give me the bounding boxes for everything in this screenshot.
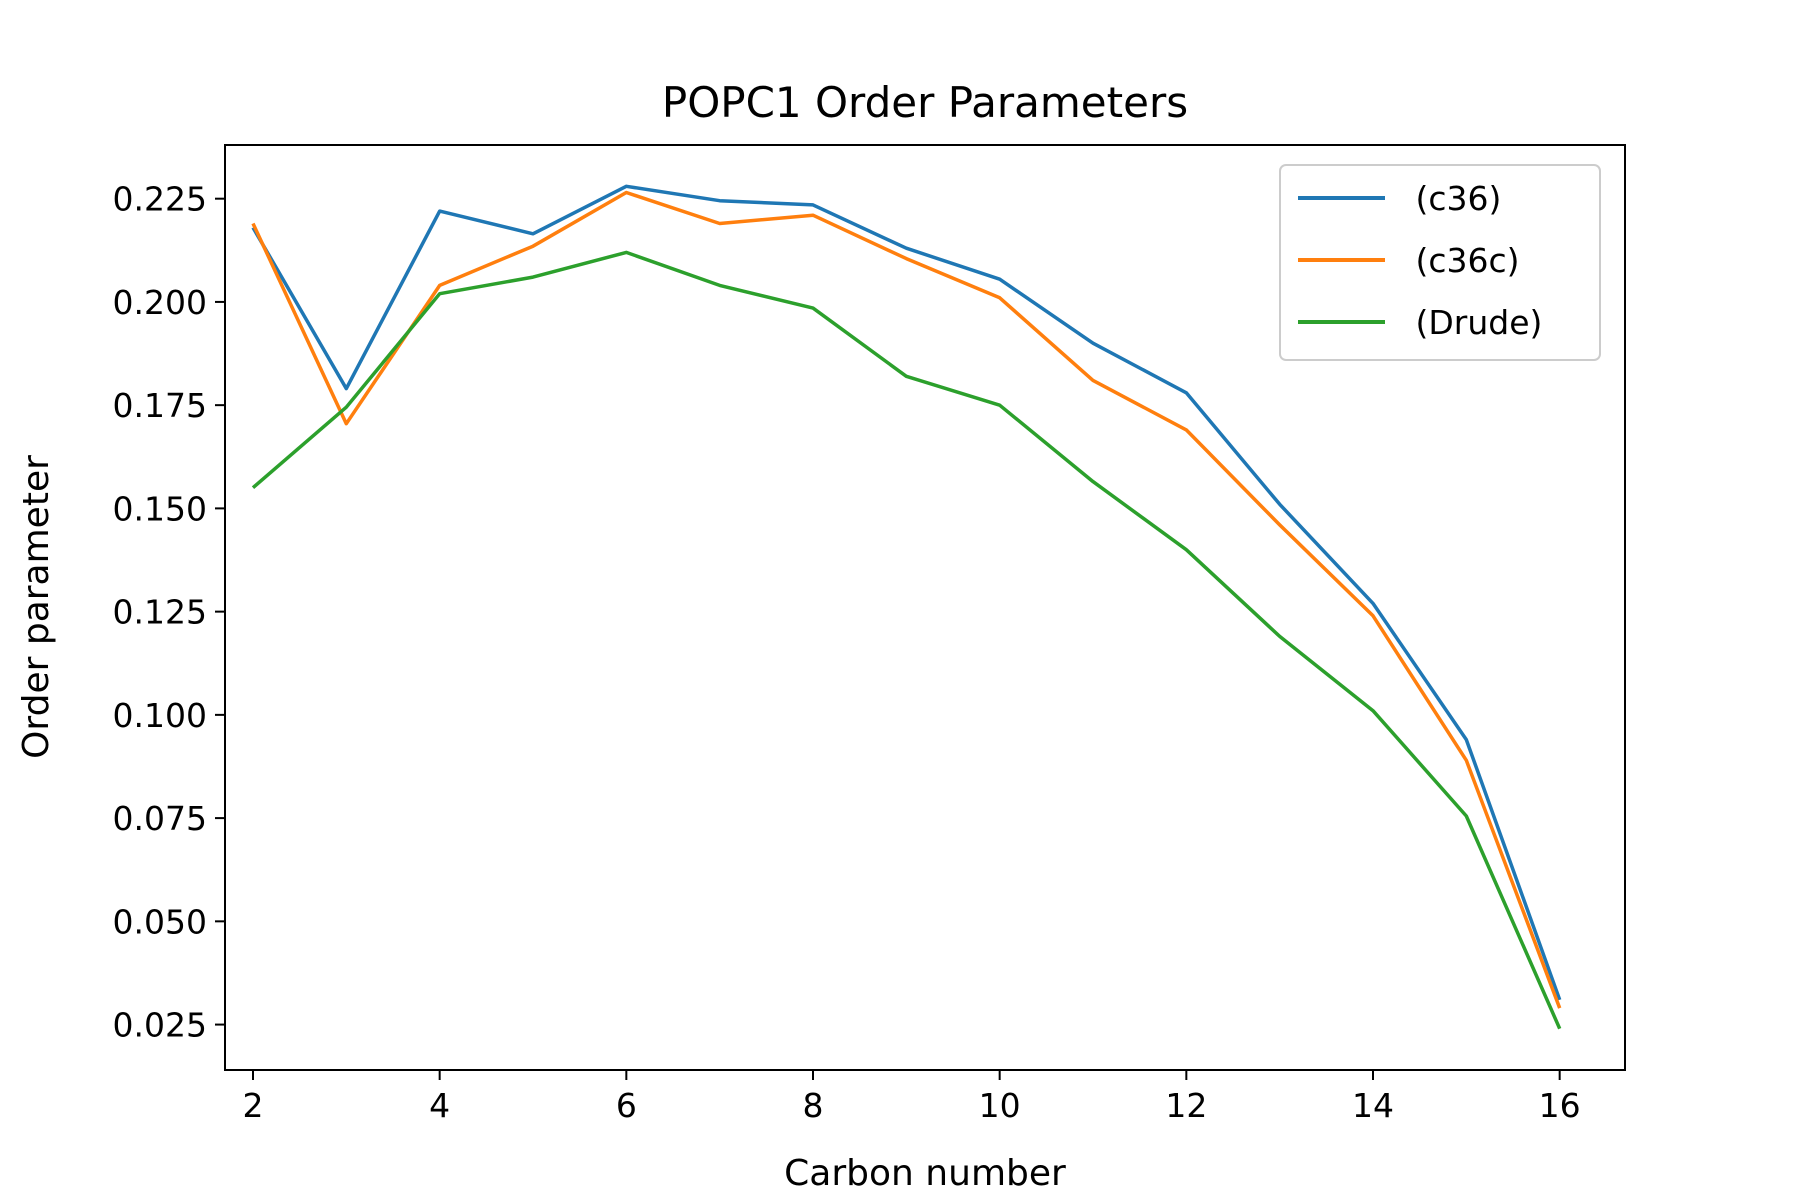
y-tick-label: 0.200 xyxy=(113,283,207,322)
y-tick-label: 0.025 xyxy=(113,1006,207,1045)
y-tick-label: 0.125 xyxy=(113,593,207,632)
legend-label-0: (c36) xyxy=(1405,179,1501,218)
x-tick-label: 8 xyxy=(803,1086,824,1125)
y-tick-label: 0.175 xyxy=(113,386,207,425)
y-tick-label: 0.050 xyxy=(113,902,207,941)
y-tick-label: 0.150 xyxy=(113,489,207,528)
x-tick-label: 2 xyxy=(243,1086,264,1125)
y-axis-label: Order parameter xyxy=(16,455,57,759)
chart-title: POPC1 Order Parameters xyxy=(662,78,1188,127)
x-axis-ticks: 2 4 6 8 10 12 14 16 xyxy=(243,1070,1581,1125)
x-axis-label: Carbon number xyxy=(784,1153,1066,1194)
series-line-1 xyxy=(251,190,1562,1009)
y-tick-label: 0.225 xyxy=(113,180,207,219)
x-tick-label: 16 xyxy=(1539,1086,1581,1125)
legend-box xyxy=(1279,164,1601,361)
x-tick-label: 12 xyxy=(1165,1086,1207,1125)
x-tick-label: 14 xyxy=(1352,1086,1394,1125)
x-tick-label: 4 xyxy=(429,1086,450,1125)
y-tick-label: 0.100 xyxy=(113,696,207,735)
legend: (c36) (c36c) (Drude) xyxy=(1279,164,1601,361)
y-axis-ticks: 0.025 0.050 0.075 0.100 0.125 0.150 0.175 0.200… xyxy=(113,180,225,1045)
legend-label-2: (Drude) xyxy=(1405,303,1542,342)
series-line-0 xyxy=(251,184,1562,1001)
plot-area-frame xyxy=(224,144,1626,1071)
y-tick-label: 0.075 xyxy=(113,799,207,838)
x-tick-label: 10 xyxy=(979,1086,1021,1125)
legend-label-1: (c36c) xyxy=(1405,241,1520,280)
x-tick-label: 6 xyxy=(616,1086,637,1125)
series-line-2 xyxy=(251,250,1562,1030)
series-lines xyxy=(251,184,1562,1030)
